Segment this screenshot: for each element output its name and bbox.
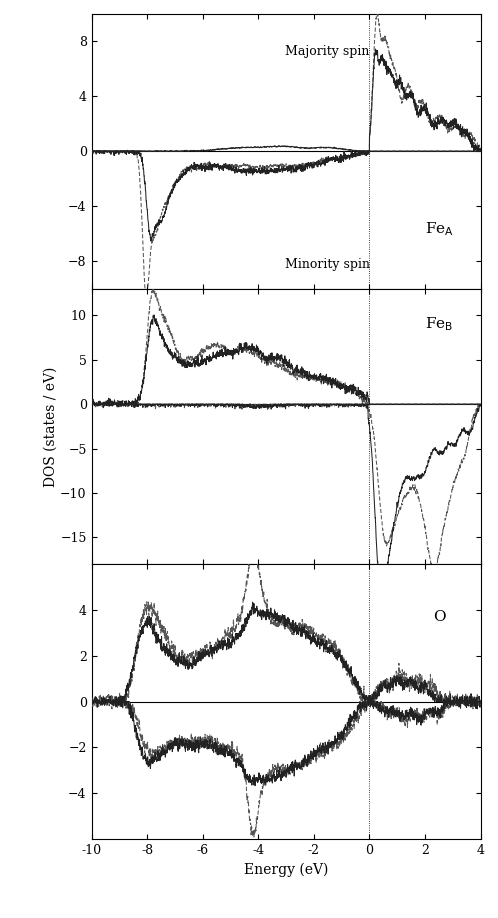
Text: O: O — [433, 610, 446, 624]
Y-axis label: DOS (states / eV): DOS (states / eV) — [43, 366, 57, 487]
Text: Fe$_\mathrm{A}$: Fe$_\mathrm{A}$ — [425, 220, 454, 239]
Text: Majority spin: Majority spin — [285, 45, 370, 58]
Text: Minority spin: Minority spin — [285, 258, 370, 271]
X-axis label: Energy (eV): Energy (eV) — [244, 863, 328, 877]
Text: Fe$_\mathrm{B}$: Fe$_\mathrm{B}$ — [425, 316, 453, 333]
